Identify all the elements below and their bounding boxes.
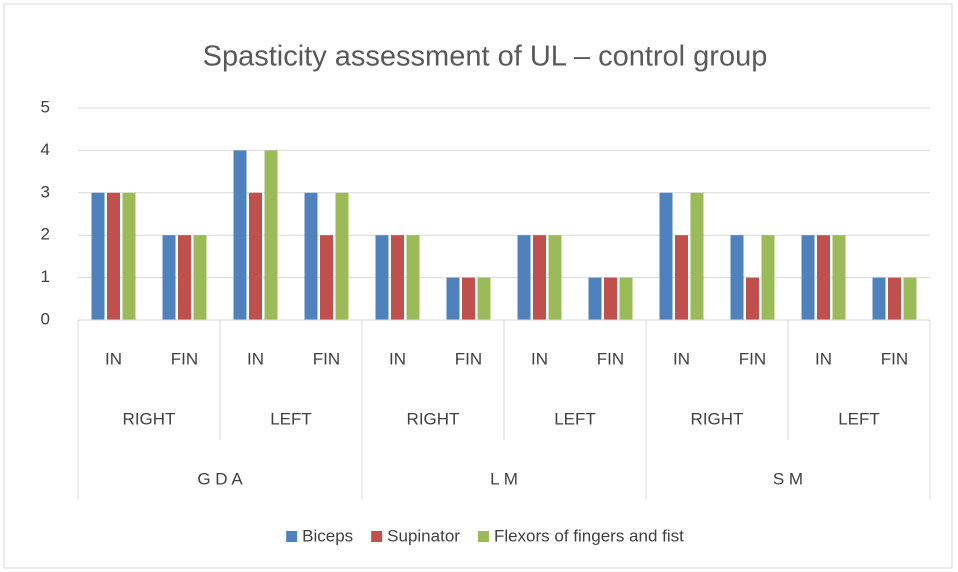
- bar: [193, 235, 207, 320]
- bar: [675, 235, 688, 320]
- bar: [903, 277, 917, 320]
- bar: [178, 235, 191, 320]
- bar: [690, 192, 704, 320]
- bar: [446, 277, 460, 320]
- bar: [233, 150, 247, 320]
- y-tick-label: 2: [41, 225, 50, 244]
- y-tick-label: 3: [41, 182, 50, 201]
- x-tick-label: FIN: [455, 349, 482, 368]
- bar: [533, 235, 546, 320]
- bar: [162, 235, 176, 320]
- bar: [817, 235, 830, 320]
- legend-label: Supinator: [387, 526, 460, 545]
- bar: [91, 192, 105, 320]
- y-tick-label: 5: [41, 97, 50, 116]
- bar: [619, 277, 633, 320]
- group-label: S M: [773, 469, 803, 488]
- group-label: G D A: [197, 469, 243, 488]
- bar: [122, 192, 136, 320]
- y-tick-label: 1: [41, 267, 50, 286]
- bar: [604, 277, 617, 320]
- subgroup-label: RIGHT: [407, 409, 460, 428]
- subgroup-label: LEFT: [838, 409, 880, 428]
- x-tick-label: IN: [815, 349, 832, 368]
- bar: [588, 277, 602, 320]
- subgroup-label: RIGHT: [123, 409, 176, 428]
- legend-label: Biceps: [302, 526, 353, 545]
- x-tick-label: IN: [105, 349, 122, 368]
- bar: [872, 277, 886, 320]
- legend-swatch: [371, 531, 383, 542]
- bar: [249, 192, 262, 320]
- subgroup-label: RIGHT: [691, 409, 744, 428]
- x-tick-label: IN: [673, 349, 690, 368]
- bar: [801, 235, 815, 320]
- subgroup-label: LEFT: [270, 409, 312, 428]
- x-tick-label: IN: [389, 349, 406, 368]
- bar: [746, 277, 759, 320]
- x-tick-label: FIN: [881, 349, 908, 368]
- bar: [832, 235, 846, 320]
- bar: [264, 150, 278, 320]
- bar: [888, 277, 901, 320]
- subgroup-label: LEFT: [554, 409, 596, 428]
- chart-title: Spasticity assessment of UL – control gr…: [203, 41, 768, 73]
- bar: [517, 235, 531, 320]
- bar: [406, 235, 420, 320]
- legend-label: Flexors of fingers and fist: [494, 526, 684, 545]
- x-tick-label: IN: [531, 349, 548, 368]
- bar: [548, 235, 562, 320]
- bar: [659, 192, 673, 320]
- bar: [477, 277, 491, 320]
- x-tick-label: FIN: [597, 349, 624, 368]
- x-tick-label: FIN: [739, 349, 766, 368]
- legend-swatch: [286, 531, 298, 542]
- y-tick-label: 0: [41, 309, 50, 328]
- x-tick-label: FIN: [171, 349, 198, 368]
- x-tick-label: IN: [247, 349, 264, 368]
- x-tick-label: FIN: [313, 349, 340, 368]
- bar: [335, 192, 349, 320]
- bar: [761, 235, 775, 320]
- bar: [462, 277, 475, 320]
- group-label: L M: [490, 469, 518, 488]
- bar: [391, 235, 404, 320]
- bar: [375, 235, 389, 320]
- bar: [730, 235, 744, 320]
- y-tick-label: 4: [41, 140, 50, 159]
- bar: [304, 192, 318, 320]
- legend-swatch: [477, 531, 489, 542]
- bar: [107, 192, 120, 320]
- bar: [320, 235, 333, 320]
